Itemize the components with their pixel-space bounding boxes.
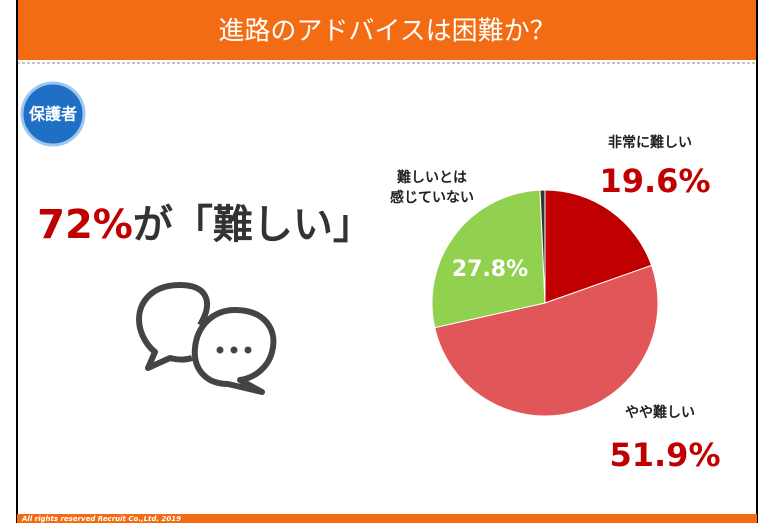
headline-highlight: 72% <box>37 202 133 248</box>
dot <box>244 346 252 354</box>
slice-label: 非常に難しい <box>608 135 692 151</box>
title-bar <box>17 0 757 60</box>
value-label: 51.9% <box>609 436 720 474</box>
footer: All rights reserved Recruit Co.,Ltd. 201… <box>21 515 181 523</box>
badge <box>20 81 86 147</box>
headline: 72%が「難しい」 <box>37 202 373 248</box>
title: 進路のアドバイスは困難か？ <box>218 17 555 47</box>
value-label: 19.6% <box>599 162 710 200</box>
footer-bar <box>17 514 757 523</box>
value-label: 27.8% <box>452 257 528 282</box>
pie-slice <box>431 189 546 329</box>
pie-slice <box>539 189 546 304</box>
chat-icon <box>136 282 277 395</box>
headline-text: が「難しい」 <box>133 202 373 248</box>
dot <box>230 346 238 354</box>
dot <box>216 346 224 354</box>
slice-label: やや難しい <box>625 405 695 421</box>
badge-text: 保護者 <box>28 105 77 124</box>
bubble-back <box>136 282 211 371</box>
pie-slice <box>434 264 659 417</box>
slice-label: 難しいとは 感じていない <box>390 170 474 206</box>
